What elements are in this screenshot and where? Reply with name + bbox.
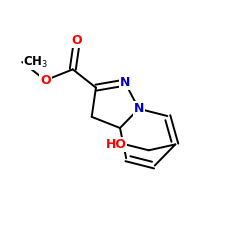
Text: CH$_3$: CH$_3$ — [24, 54, 48, 70]
Text: N: N — [134, 102, 144, 115]
Text: O: O — [72, 34, 82, 47]
Text: HO: HO — [106, 138, 126, 151]
Text: N: N — [120, 76, 130, 89]
Text: O: O — [40, 74, 51, 87]
